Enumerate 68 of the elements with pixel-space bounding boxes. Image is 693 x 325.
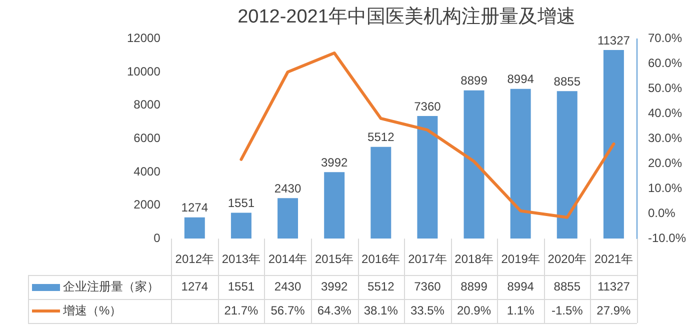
y2-tick-label: 50.0% <box>648 81 682 96</box>
y-tick-label: 6000 <box>134 131 161 146</box>
y-tick-label: 2000 <box>134 198 161 212</box>
legend-label: 增速（%） <box>62 303 122 318</box>
data-label: 3992 <box>320 279 348 294</box>
y2-tick-label: 70.0% <box>648 31 682 46</box>
text: 1551 <box>228 196 255 210</box>
bar <box>603 50 624 239</box>
y2-tick-label: 60.0% <box>648 56 682 70</box>
bar <box>230 212 252 239</box>
data-label: 11327 <box>597 279 630 294</box>
data-label: 2430 <box>274 279 302 294</box>
bar <box>464 90 484 239</box>
data-label: 33.5% <box>410 303 445 318</box>
y-tick-label: 10000 <box>126 64 161 78</box>
y2-tick-label: 20.0% <box>648 156 682 170</box>
bar <box>278 198 298 239</box>
text: 11327 <box>597 33 630 48</box>
text: 5512 <box>368 130 394 144</box>
y2-tick-label: -10.0% <box>648 230 686 245</box>
data-label: 5512 <box>368 279 395 294</box>
x-tick-label: 2019年 <box>501 252 540 266</box>
data-label: 21.7% <box>224 303 259 318</box>
legend-label: 企业注册量（家） <box>63 279 159 294</box>
data-label: 1.1% <box>506 303 535 318</box>
x-tick-label: 2017年 <box>408 252 447 266</box>
x-tick-label: 2021年 <box>594 252 634 266</box>
data-label: 1274 <box>181 279 208 294</box>
text: 7360 <box>414 99 441 114</box>
data-label: 8899 <box>460 279 488 294</box>
data-label: 7360 <box>414 279 442 294</box>
x-tick-label: 2014年 <box>268 252 308 266</box>
y2-tick-label: 40.0% <box>648 106 682 120</box>
data-label: 56.7% <box>270 303 306 318</box>
x-tick-label: 2018年 <box>454 252 494 266</box>
data-label: 8994 <box>507 279 534 294</box>
data-label: 38.1% <box>364 303 398 318</box>
bar <box>184 217 205 239</box>
data-label: 20.9% <box>457 303 492 318</box>
text: 8899 <box>460 74 488 88</box>
data-label: -1.5% <box>551 303 584 318</box>
x-tick-label: 2015年 <box>314 252 354 266</box>
y2-tick-label: 10.0% <box>648 180 682 195</box>
y-tick-label: 4000 <box>134 164 161 178</box>
text: 2430 <box>274 181 302 196</box>
text: 8994 <box>507 72 534 86</box>
bar <box>510 88 531 239</box>
y-tick-label: 12000 <box>126 31 161 46</box>
y2-tick-label: 30.0% <box>648 131 682 146</box>
data-label: 1551 <box>228 279 255 294</box>
bar <box>324 172 345 239</box>
x-tick-label: 2012年 <box>175 252 214 266</box>
y-tick-label: 8000 <box>134 98 161 112</box>
bar <box>417 116 438 239</box>
chart-title: 2012-2021年中国医美机构注册量及增速 <box>238 6 576 28</box>
y2-tick-label: 0.0% <box>648 206 676 220</box>
text: 3992 <box>320 155 348 170</box>
data-label: 64.3% <box>317 303 352 318</box>
data-label: 8855 <box>554 279 581 294</box>
x-tick-label: 2016年 <box>362 252 400 266</box>
x-tick-label: 2013年 <box>222 252 261 266</box>
text: 1274 <box>181 200 208 215</box>
y-tick-label: 0 <box>154 230 161 245</box>
bar <box>370 146 392 239</box>
text: 8855 <box>554 74 580 88</box>
x-tick-label: 2020年 <box>548 252 586 266</box>
bar <box>556 91 578 239</box>
data-label: 27.9% <box>596 303 632 318</box>
